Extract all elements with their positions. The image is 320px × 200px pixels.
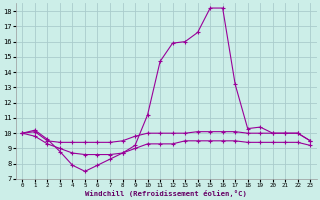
X-axis label: Windchill (Refroidissement éolien,°C): Windchill (Refroidissement éolien,°C) [85,190,247,197]
